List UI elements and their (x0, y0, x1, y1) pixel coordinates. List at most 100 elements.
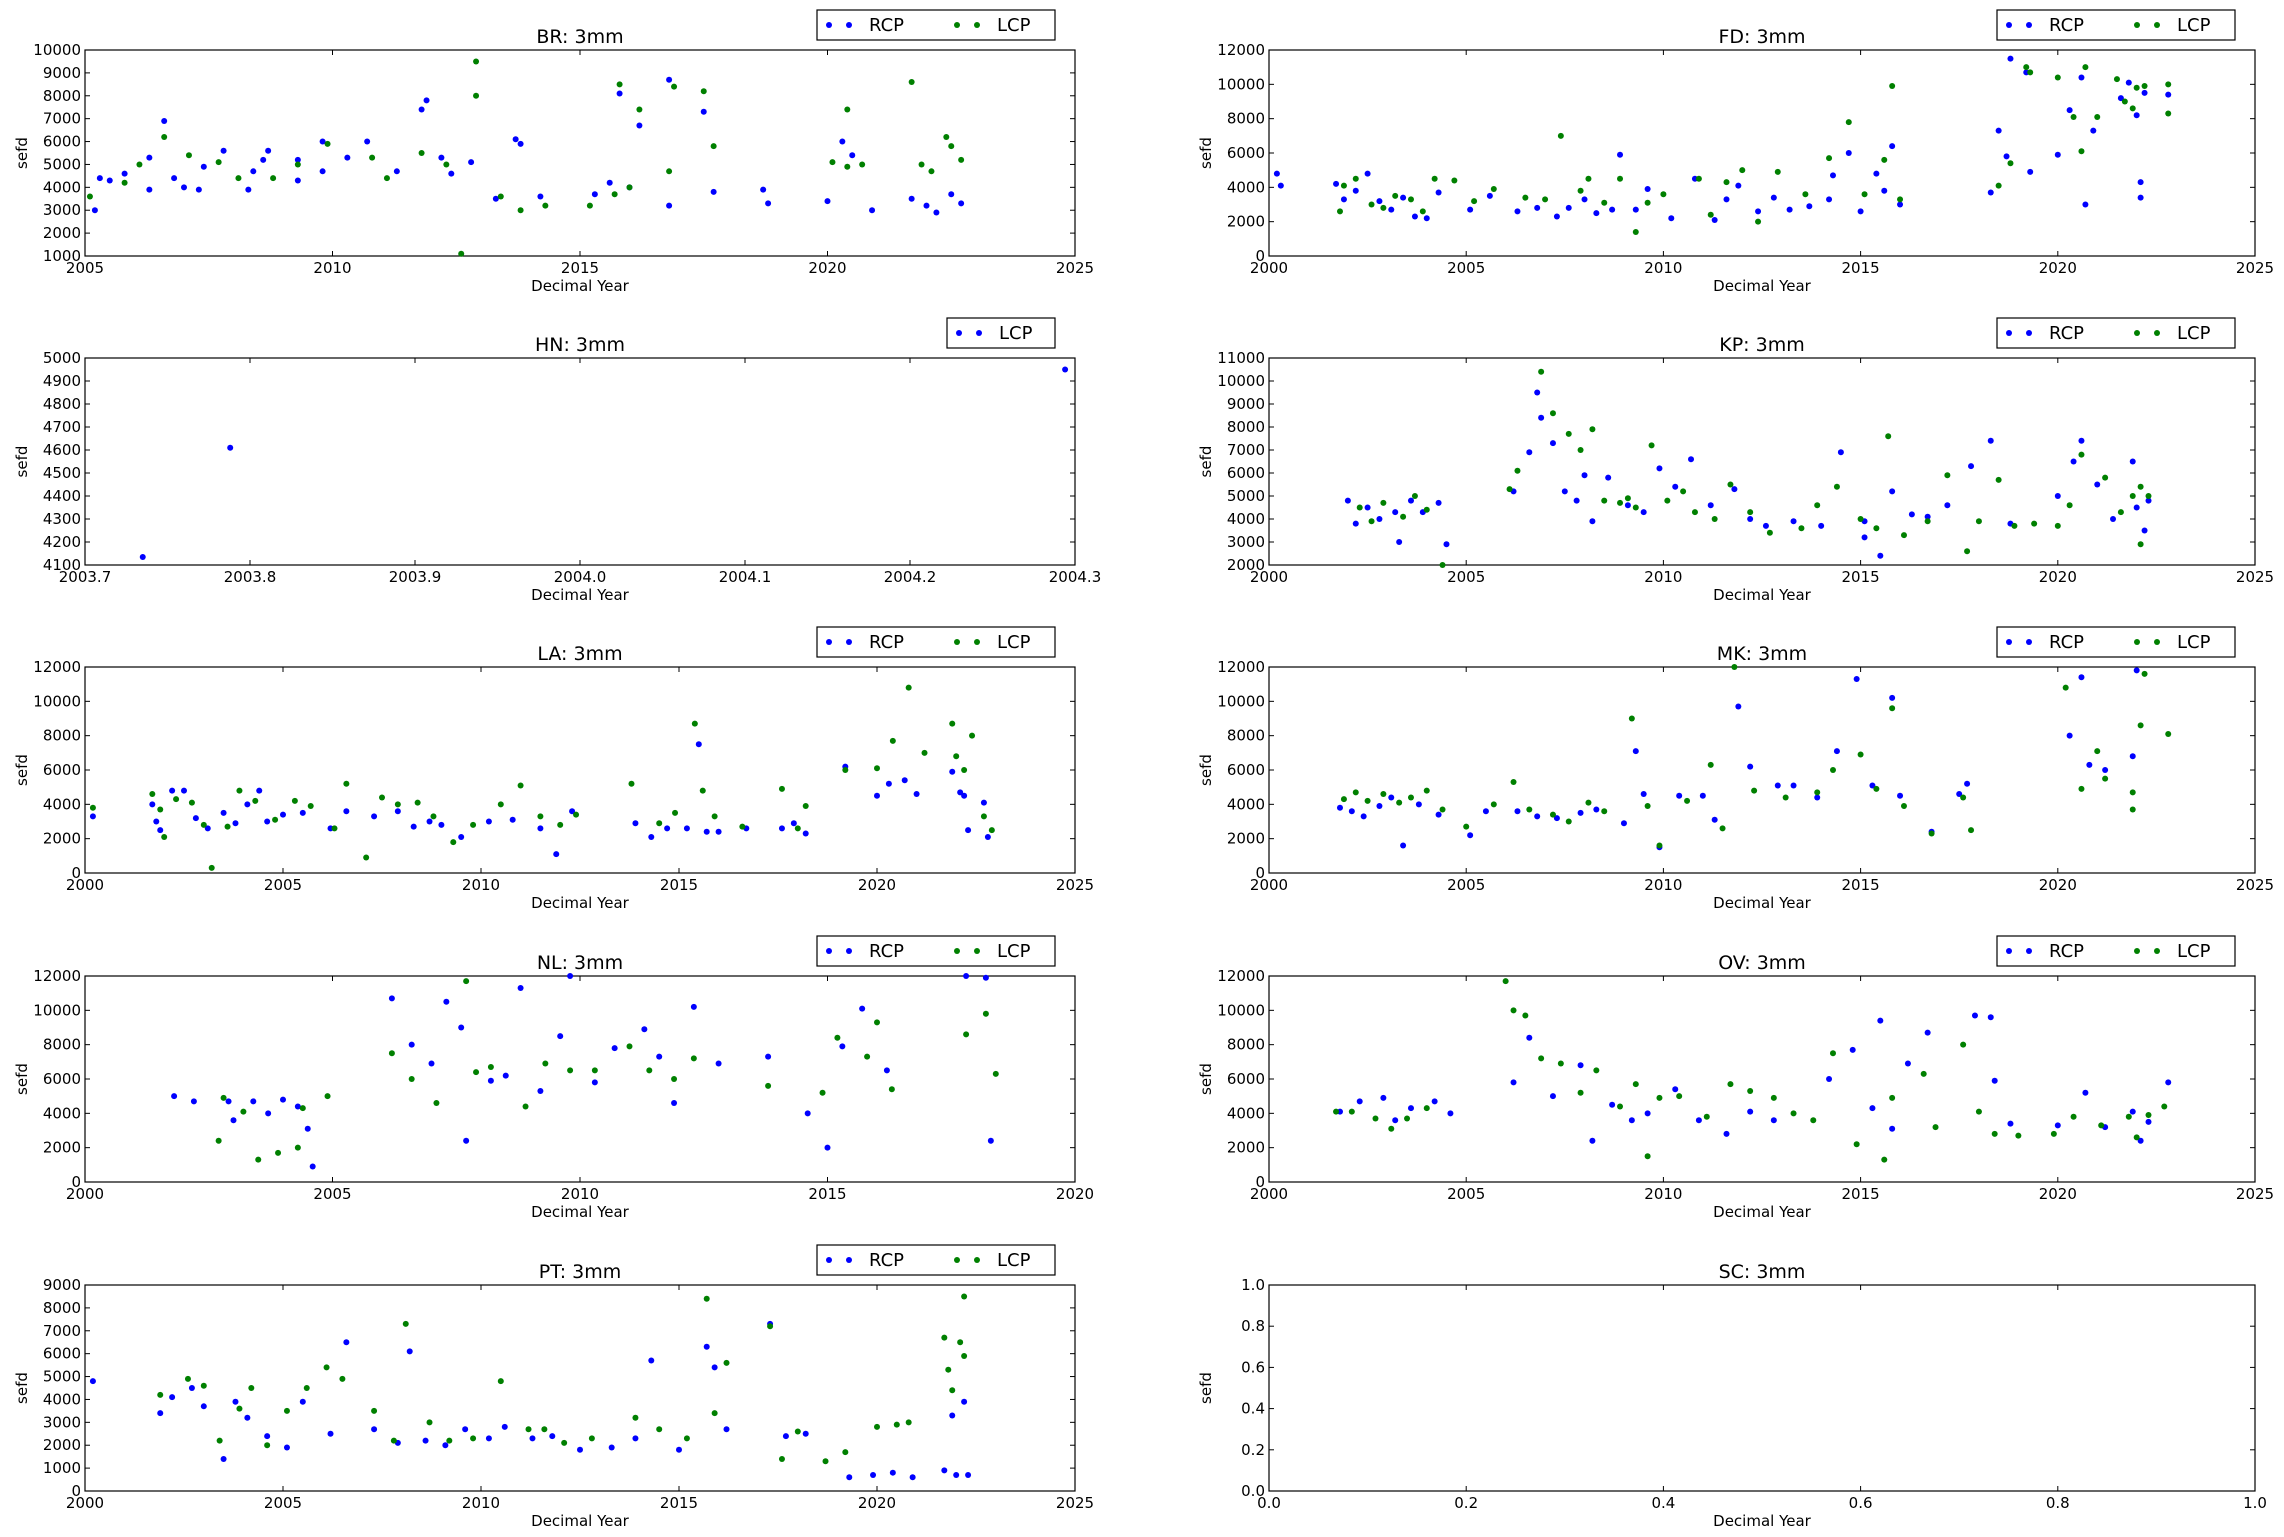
data-point-rcp (569, 808, 576, 815)
data-point-lcp (2102, 474, 2109, 481)
data-point-rcp (908, 195, 915, 202)
data-point-rcp (1711, 816, 1718, 823)
data-point-rcp (2133, 112, 2140, 119)
data-point-rcp (1411, 213, 1418, 220)
data-point-lcp (1352, 175, 1359, 182)
y-tick-label: 4500 (43, 464, 81, 482)
data-point-lcp (324, 1093, 331, 1100)
data-point-lcp (2165, 110, 2172, 117)
data-point-lcp (1703, 1113, 1710, 1120)
data-point-rcp (1589, 1137, 1596, 1144)
data-point-rcp (1987, 437, 1994, 444)
y-tick-label: 4000 (1227, 510, 1265, 528)
data-point-lcp (711, 813, 718, 820)
data-point-lcp (690, 1055, 697, 1062)
data-point-rcp (1924, 1029, 1931, 1036)
data-point-rcp (700, 108, 707, 115)
plot-title: KP: 3mm (1719, 334, 1804, 356)
data-point-rcp (2054, 493, 2061, 499)
legend-marker (826, 1257, 832, 1263)
data-point-lcp (992, 1070, 999, 1077)
legend-label: LCP (2177, 632, 2211, 653)
x-tick-label: 2015 (660, 876, 698, 894)
legend-label: RCP (869, 941, 904, 962)
data-point-rcp (485, 818, 492, 825)
data-point-lcp (89, 804, 96, 811)
data-point-lcp (1522, 194, 1529, 201)
legend-marker (2154, 639, 2160, 645)
data-point-rcp (232, 1398, 239, 1405)
data-point-rcp (1482, 808, 1489, 815)
y-axis-label: sefd (13, 446, 31, 478)
data-point-lcp (1829, 1050, 1836, 1057)
data-point-rcp (666, 76, 673, 83)
data-point-lcp (525, 1426, 532, 1433)
data-point-lcp (844, 106, 851, 113)
y-tick-label: 3000 (43, 201, 81, 219)
data-point-lcp (961, 767, 968, 773)
data-point-lcp (628, 780, 635, 787)
x-tick-label: 2004.2 (884, 568, 937, 586)
legend-box (816, 935, 1056, 967)
data-point-rcp (1617, 151, 1624, 158)
legend-label: LCP (997, 15, 1031, 36)
y-axis-label: sefd (13, 1063, 31, 1095)
data-point-rcp (859, 1005, 866, 1012)
data-point-lcp (1565, 818, 1572, 825)
data-point-rcp (388, 995, 395, 1002)
data-point-rcp (294, 177, 301, 184)
data-point-rcp (2054, 151, 2061, 158)
x-tick-label: 2025 (2236, 876, 2274, 894)
data-point-rcp (250, 168, 257, 175)
data-point-lcp (1439, 806, 1446, 813)
data-point-rcp (1553, 213, 1560, 220)
data-point-rcp (408, 1041, 415, 1048)
data-point-lcp (1368, 518, 1375, 525)
data-point-rcp (869, 207, 876, 214)
data-point-lcp (1861, 191, 1868, 198)
data-point-rcp (458, 833, 465, 840)
data-point-rcp (1553, 815, 1560, 822)
data-point-lcp (208, 864, 215, 871)
data-point-rcp (1336, 804, 1343, 811)
y-tick-label: 10000 (1217, 372, 1265, 390)
data-point-lcp (200, 821, 207, 828)
legend-marker (2006, 330, 2012, 336)
legend-marker (954, 948, 960, 954)
data-point-lcp (842, 1449, 849, 1456)
data-point-lcp (1853, 1141, 1860, 1148)
data-point-lcp (963, 1031, 970, 1038)
data-point-lcp (1900, 803, 1907, 810)
data-point-lcp (2027, 69, 2034, 76)
data-point-rcp (2141, 527, 2148, 534)
data-point-lcp (2078, 148, 2085, 155)
data-point-lcp (1798, 525, 1805, 532)
data-point-lcp (1873, 525, 1880, 532)
data-point-rcp (304, 1125, 311, 1132)
data-point-lcp (363, 854, 370, 861)
data-point-rcp (1632, 206, 1639, 213)
data-point-lcp (765, 1082, 772, 1089)
data-point-rcp (1380, 1094, 1387, 1101)
data-point-rcp (512, 136, 519, 143)
y-tick-label: 4000 (43, 795, 81, 813)
data-point-lcp (2062, 684, 2069, 691)
data-point-rcp (1624, 502, 1631, 509)
data-point-lcp (988, 827, 995, 834)
data-point-lcp (1632, 1081, 1639, 1088)
data-point-rcp (2090, 127, 2097, 134)
data-point-lcp (1549, 410, 1556, 417)
data-point-lcp (1691, 509, 1698, 516)
x-tick-label: 2025 (2236, 259, 2274, 277)
data-point-lcp (86, 193, 93, 200)
data-point-lcp (1356, 504, 1363, 511)
data-point-rcp (557, 1033, 564, 1040)
x-tick-label: 0.4 (1651, 1494, 1675, 1512)
legend-label: RCP (2049, 15, 2084, 36)
data-point-rcp (1467, 206, 1474, 213)
data-point-lcp (458, 250, 465, 257)
data-point-rcp (406, 1348, 413, 1355)
data-point-rcp (1711, 216, 1718, 223)
plot-title: BR: 3mm (536, 26, 623, 48)
data-point-rcp (2082, 1089, 2089, 1096)
